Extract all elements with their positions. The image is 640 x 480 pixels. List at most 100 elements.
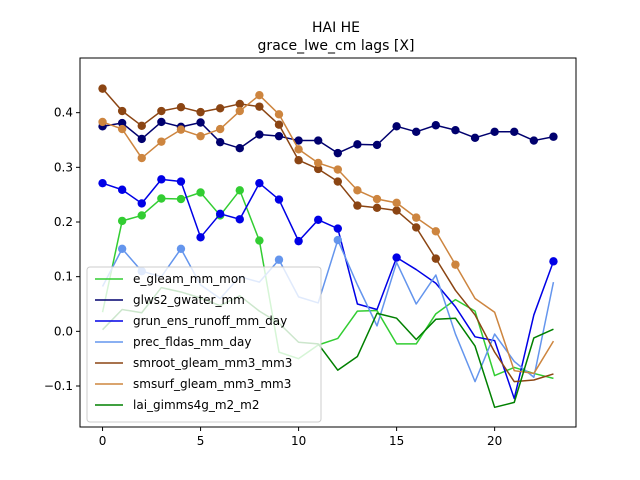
data-point bbox=[412, 213, 421, 222]
data-point bbox=[431, 227, 441, 236]
data-point bbox=[274, 255, 284, 264]
data-point bbox=[392, 198, 401, 208]
x-axis: 0 5 10 15 20 bbox=[99, 427, 502, 448]
data-point bbox=[294, 156, 303, 165]
data-point bbox=[372, 140, 382, 150]
series-smsurf_gleam_mm3_mm3 bbox=[98, 90, 555, 375]
legend: e_gleam_mm_mon glws2_gwater_mm grun_ens_ru… bbox=[86, 266, 322, 423]
data-point bbox=[412, 127, 421, 136]
data-point bbox=[333, 165, 343, 174]
data-point bbox=[235, 99, 244, 109]
data-point bbox=[235, 186, 244, 195]
data-point bbox=[451, 125, 460, 135]
legend-item: grun_ens_runoff_mm_day bbox=[95, 314, 287, 328]
x-tick-label: 10 bbox=[291, 434, 306, 448]
series-layer bbox=[98, 84, 558, 409]
data-point bbox=[137, 199, 146, 208]
data-point bbox=[196, 118, 205, 127]
data-point bbox=[529, 136, 539, 145]
data-point bbox=[274, 195, 284, 204]
data-point bbox=[372, 203, 382, 212]
x-tick-label: 15 bbox=[389, 434, 404, 448]
y-tick-label: 0.4 bbox=[54, 106, 73, 120]
data-point bbox=[117, 185, 127, 194]
data-point bbox=[353, 186, 362, 195]
data-point bbox=[549, 132, 558, 141]
x-tick-label: 0 bbox=[99, 434, 107, 448]
data-point bbox=[412, 223, 421, 232]
data-point bbox=[157, 194, 166, 203]
data-point bbox=[294, 136, 303, 145]
data-point bbox=[196, 107, 205, 117]
legend-label: lai_gimms4g_m2_m2 bbox=[133, 398, 260, 412]
data-point bbox=[157, 175, 166, 184]
data-point bbox=[196, 233, 205, 242]
data-point bbox=[274, 120, 284, 129]
data-point bbox=[294, 236, 303, 246]
legend-label: smsurf_gleam_mm3_mm3 bbox=[133, 377, 291, 391]
legend-label: grun_ens_runoff_mm_day bbox=[133, 314, 287, 328]
data-point bbox=[117, 106, 127, 116]
data-point bbox=[510, 127, 519, 136]
legend-label: smroot_gleam_mm3_mm3 bbox=[133, 356, 292, 370]
data-point bbox=[333, 235, 343, 245]
chart-subtitle: grace_lwe_cm lags [X] bbox=[258, 38, 415, 54]
legend-label: e_gleam_mm_mon bbox=[133, 272, 246, 286]
data-point bbox=[117, 216, 127, 226]
legend-item: prec_fldas_mm_day bbox=[95, 335, 252, 349]
data-point bbox=[137, 211, 146, 220]
data-point bbox=[353, 140, 362, 149]
data-point bbox=[431, 121, 441, 130]
data-point bbox=[117, 118, 127, 128]
data-point bbox=[313, 158, 323, 168]
data-point bbox=[353, 201, 362, 210]
y-tick-label: 0.1 bbox=[54, 270, 73, 284]
data-point bbox=[274, 110, 284, 119]
data-point bbox=[196, 188, 205, 197]
data-point bbox=[549, 257, 558, 266]
data-point bbox=[313, 136, 323, 145]
data-point bbox=[255, 102, 264, 111]
data-point bbox=[235, 144, 244, 153]
data-point bbox=[372, 194, 382, 204]
data-point bbox=[98, 117, 107, 127]
data-point bbox=[137, 121, 146, 130]
series-smroot_gleam_mm3_mm3 bbox=[98, 84, 554, 383]
data-point bbox=[255, 178, 264, 188]
data-point bbox=[255, 236, 264, 245]
data-point bbox=[274, 131, 284, 141]
data-point bbox=[176, 194, 186, 204]
legend-label: glws2_gwater_mm bbox=[133, 293, 245, 307]
series-grun_ens_runoff_mm_day bbox=[98, 175, 558, 400]
legend-item: smroot_gleam_mm3_mm3 bbox=[95, 356, 292, 370]
data-point bbox=[333, 148, 343, 158]
data-point bbox=[431, 254, 441, 263]
chart-title: HAI HE bbox=[312, 20, 360, 36]
data-point bbox=[137, 134, 146, 144]
data-point bbox=[313, 215, 323, 225]
data-point bbox=[255, 90, 264, 100]
plot-frame bbox=[79, 57, 577, 428]
x-tick-label: 20 bbox=[487, 434, 502, 448]
legend-item: lai_gimms4g_m2_m2 bbox=[95, 398, 260, 412]
legend-item: smsurf_gleam_mm3_mm3 bbox=[95, 377, 291, 391]
x-tick-label: 5 bbox=[197, 434, 205, 448]
y-tick-label: 0.2 bbox=[54, 215, 73, 229]
series-glws2_gwater_mm bbox=[98, 117, 558, 158]
legend-label: prec_fldas_mm_day bbox=[133, 335, 252, 349]
series-prec_fldas_mm_day bbox=[101, 235, 555, 383]
data-point bbox=[392, 122, 401, 131]
data-point bbox=[157, 137, 166, 146]
data-point bbox=[215, 124, 225, 134]
data-point bbox=[490, 127, 499, 136]
data-point bbox=[176, 177, 186, 186]
data-point bbox=[98, 84, 107, 93]
data-point bbox=[235, 106, 244, 116]
data-point bbox=[392, 253, 401, 262]
y-tick-label: −0.1 bbox=[44, 379, 73, 393]
legend-item: glws2_gwater_mm bbox=[95, 293, 245, 307]
data-point bbox=[117, 244, 127, 253]
data-point bbox=[157, 106, 166, 116]
data-point bbox=[215, 137, 225, 147]
